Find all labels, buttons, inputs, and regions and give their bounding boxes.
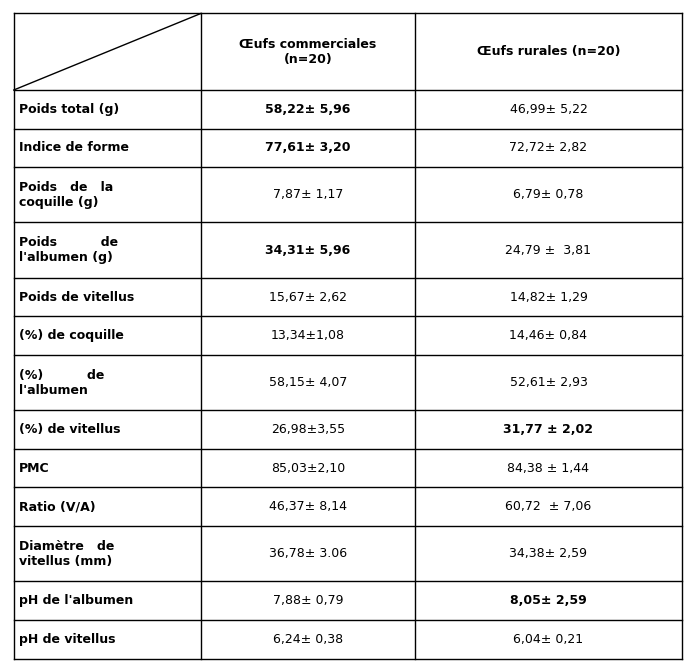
Text: Diamètre   de
vitellus (mm): Diamètre de vitellus (mm) — [19, 540, 114, 568]
Text: 58,15± 4,07: 58,15± 4,07 — [269, 376, 347, 389]
Text: 52,61± 2,93: 52,61± 2,93 — [509, 376, 588, 389]
Text: 46,99± 5,22: 46,99± 5,22 — [509, 103, 588, 116]
Text: (%) de coquille: (%) de coquille — [19, 329, 124, 342]
Text: 7,88± 0,79: 7,88± 0,79 — [273, 594, 343, 607]
Text: Ratio (V/A): Ratio (V/A) — [19, 500, 96, 513]
Text: 58,22± 5,96: 58,22± 5,96 — [265, 103, 351, 116]
Text: 34,38± 2,59: 34,38± 2,59 — [509, 547, 588, 560]
Text: 8,05± 2,59: 8,05± 2,59 — [510, 594, 587, 607]
Text: 6,24± 0,38: 6,24± 0,38 — [273, 633, 343, 646]
Text: PMC: PMC — [19, 462, 50, 474]
Text: 6,79± 0,78: 6,79± 0,78 — [513, 188, 584, 202]
Text: Poids   de   la
coquille (g): Poids de la coquille (g) — [19, 181, 114, 209]
Text: 36,78± 3.06: 36,78± 3.06 — [269, 547, 347, 560]
Text: pH de vitellus: pH de vitellus — [19, 633, 116, 646]
Text: 72,72± 2,82: 72,72± 2,82 — [509, 141, 588, 155]
Text: 7,87± 1,17: 7,87± 1,17 — [273, 188, 343, 202]
Text: 14,46± 0,84: 14,46± 0,84 — [509, 329, 588, 342]
Text: 85,03±2,10: 85,03±2,10 — [271, 462, 345, 474]
Text: 26,98±3,55: 26,98±3,55 — [271, 423, 345, 436]
Text: Poids de vitellus: Poids de vitellus — [19, 290, 134, 304]
Text: 77,61± 3,20: 77,61± 3,20 — [265, 141, 351, 155]
Text: 24,79 ±  3,81: 24,79 ± 3,81 — [506, 244, 591, 257]
Text: 84,38 ± 1,44: 84,38 ± 1,44 — [507, 462, 590, 474]
Text: Œufs rurales (n=20): Œufs rurales (n=20) — [477, 45, 620, 58]
Text: Œufs commerciales
(n=20): Œufs commerciales (n=20) — [239, 38, 376, 66]
Text: (%)          de
l'albumen: (%) de l'albumen — [19, 369, 105, 396]
Text: 15,67± 2,62: 15,67± 2,62 — [269, 290, 347, 304]
Text: 46,37± 8,14: 46,37± 8,14 — [269, 500, 347, 513]
Text: Indice de forme: Indice de forme — [19, 141, 130, 155]
Text: 31,77 ± 2,02: 31,77 ± 2,02 — [504, 423, 593, 436]
Text: 14,82± 1,29: 14,82± 1,29 — [509, 290, 588, 304]
Text: Poids          de
l'albumen (g): Poids de l'albumen (g) — [19, 236, 119, 264]
Text: 60,72  ± 7,06: 60,72 ± 7,06 — [505, 500, 592, 513]
Text: Poids total (g): Poids total (g) — [19, 103, 120, 116]
Text: 34,31± 5,96: 34,31± 5,96 — [265, 244, 351, 257]
Text: 13,34±1,08: 13,34±1,08 — [271, 329, 345, 342]
Text: pH de l'albumen: pH de l'albumen — [19, 594, 134, 607]
Text: (%) de vitellus: (%) de vitellus — [19, 423, 121, 436]
Text: 6,04± 0,21: 6,04± 0,21 — [513, 633, 584, 646]
